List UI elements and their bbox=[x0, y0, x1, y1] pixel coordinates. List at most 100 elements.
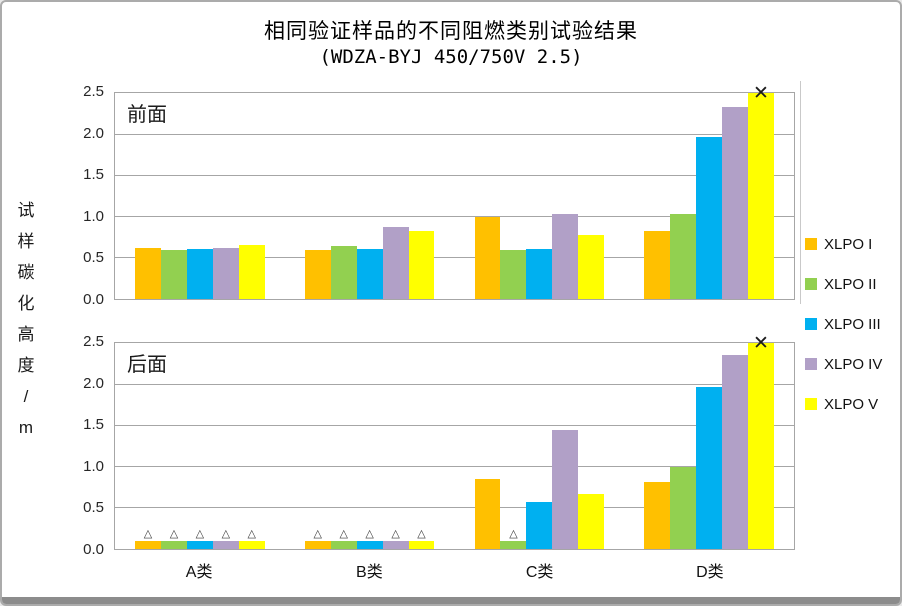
bar bbox=[526, 502, 553, 549]
gridline bbox=[115, 383, 794, 385]
legend: XLPO I XLPO II XLPO III XLPO IV XLPO V bbox=[805, 224, 882, 424]
bar bbox=[722, 354, 748, 549]
triangle-marker: △ bbox=[417, 527, 426, 540]
bar bbox=[160, 540, 187, 549]
legend-label: XLPO II bbox=[824, 275, 877, 293]
legend-item: XLPO II bbox=[805, 264, 882, 304]
bar bbox=[670, 466, 697, 549]
legend-label: XLPO IV bbox=[824, 355, 883, 373]
bar bbox=[526, 248, 553, 299]
bar bbox=[578, 234, 605, 299]
bar bbox=[552, 214, 579, 299]
chart-subtitle: (WDZA-BYJ 450/750V 2.5) bbox=[319, 46, 583, 68]
over-range-x-marker: ✕ bbox=[753, 333, 769, 354]
y-axis-title-char: 度 bbox=[17, 356, 35, 375]
legend-swatch bbox=[805, 238, 817, 250]
bar bbox=[212, 247, 239, 299]
bar bbox=[644, 230, 671, 299]
triangle-marker: △ bbox=[195, 527, 205, 540]
bar bbox=[330, 540, 357, 549]
bar bbox=[186, 248, 213, 299]
bar bbox=[356, 248, 383, 299]
gridline bbox=[115, 133, 794, 135]
triangle-marker: △ bbox=[247, 527, 256, 540]
y-axis-title-char: 试 bbox=[17, 201, 35, 220]
gridline bbox=[115, 466, 794, 468]
front-plot-area: 前面 ✕ bbox=[114, 84, 795, 300]
triangle-marker: △ bbox=[169, 527, 179, 540]
bar bbox=[552, 430, 579, 549]
triangle-marker: △ bbox=[339, 527, 348, 540]
y-axis-title-char: 样 bbox=[17, 232, 35, 251]
legend-label: XLPO III bbox=[824, 315, 881, 333]
bar bbox=[696, 386, 723, 549]
gridline bbox=[115, 174, 794, 176]
triangle-marker: △ bbox=[143, 527, 153, 540]
y-axis-title: 试样碳化高度 / m bbox=[11, 195, 41, 443]
y-tick-label: 2.0 bbox=[83, 374, 104, 392]
y-axis-title-char: / bbox=[23, 387, 29, 406]
gridline bbox=[115, 507, 794, 509]
bar bbox=[212, 540, 239, 549]
x-tick-label: B类 bbox=[356, 564, 383, 581]
bar bbox=[578, 493, 605, 549]
bar bbox=[330, 246, 357, 299]
legend-label: XLPO V bbox=[824, 395, 879, 413]
legend-swatch bbox=[805, 278, 817, 290]
y-tick-label: 2.5 bbox=[83, 83, 104, 100]
bar bbox=[722, 107, 748, 299]
legend-item: XLPO I bbox=[805, 224, 882, 264]
legend-item: XLPO III bbox=[805, 304, 882, 344]
bar bbox=[238, 540, 265, 549]
y-tick-label: 1.5 bbox=[83, 416, 104, 434]
bar bbox=[500, 249, 527, 299]
bar bbox=[696, 136, 723, 299]
triangle-marker: △ bbox=[365, 527, 374, 540]
bar bbox=[135, 247, 161, 299]
y-tick-label: 2.0 bbox=[83, 124, 104, 142]
y-tick-label: 2.5 bbox=[83, 333, 104, 350]
legend-label: XLPO I bbox=[824, 235, 873, 253]
chart-frame-line bbox=[800, 81, 801, 304]
bar bbox=[408, 231, 435, 299]
bar bbox=[238, 244, 265, 299]
bar bbox=[748, 343, 774, 549]
back-plot-area: 后面 △ △ △ △ △ △ △ △ △ △ △ ✕ bbox=[114, 334, 795, 550]
y-axis-title-char: m bbox=[18, 418, 34, 437]
y-axis-title-char: 化 bbox=[17, 294, 35, 313]
chart-title: 相同验证样品的不同阻燃类别试验结果 bbox=[264, 20, 638, 43]
y-tick-label: 0.0 bbox=[83, 541, 104, 558]
legend-item: XLPO V bbox=[805, 384, 882, 424]
x-tick-label: A类 bbox=[185, 564, 213, 581]
bar bbox=[186, 540, 213, 549]
bar bbox=[670, 214, 697, 299]
back-panel-label: 后面 bbox=[127, 354, 167, 376]
y-tick-label: 0.5 bbox=[83, 249, 104, 267]
y-axis-title-char: 高 bbox=[17, 325, 35, 344]
over-range-x-marker: ✕ bbox=[753, 83, 769, 104]
legend-swatch bbox=[805, 398, 817, 410]
bar bbox=[356, 540, 383, 549]
y-axis-title-char: 碳 bbox=[17, 263, 35, 282]
bar bbox=[382, 540, 409, 549]
bar bbox=[500, 540, 527, 549]
triangle-marker: △ bbox=[221, 527, 231, 540]
bottom-edge-strip bbox=[2, 597, 900, 604]
x-tick-label: D类 bbox=[696, 564, 724, 581]
bar bbox=[160, 250, 187, 299]
bar bbox=[304, 249, 331, 299]
front-panel-label: 前面 bbox=[127, 104, 167, 126]
gridline bbox=[115, 424, 794, 426]
x-tick-label: C类 bbox=[525, 564, 554, 581]
y-tick-label: 1.0 bbox=[83, 457, 104, 475]
triangle-marker: △ bbox=[313, 527, 322, 540]
bar bbox=[135, 540, 161, 549]
bar bbox=[474, 478, 501, 549]
triangle-marker: △ bbox=[509, 527, 518, 540]
bar bbox=[304, 540, 331, 549]
bar bbox=[382, 227, 409, 299]
y-tick-label: 1.0 bbox=[83, 207, 104, 225]
gridline bbox=[115, 216, 794, 218]
legend-swatch bbox=[805, 318, 817, 330]
